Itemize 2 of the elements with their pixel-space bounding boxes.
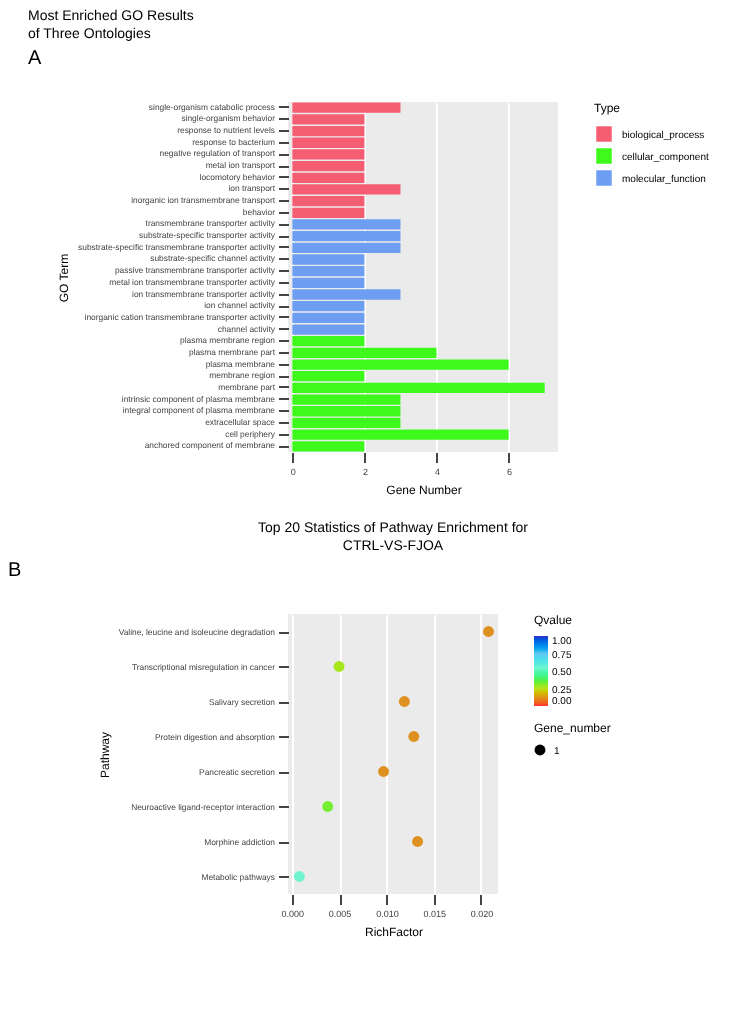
text: B	[8, 560, 22, 582]
text: A	[28, 48, 42, 70]
